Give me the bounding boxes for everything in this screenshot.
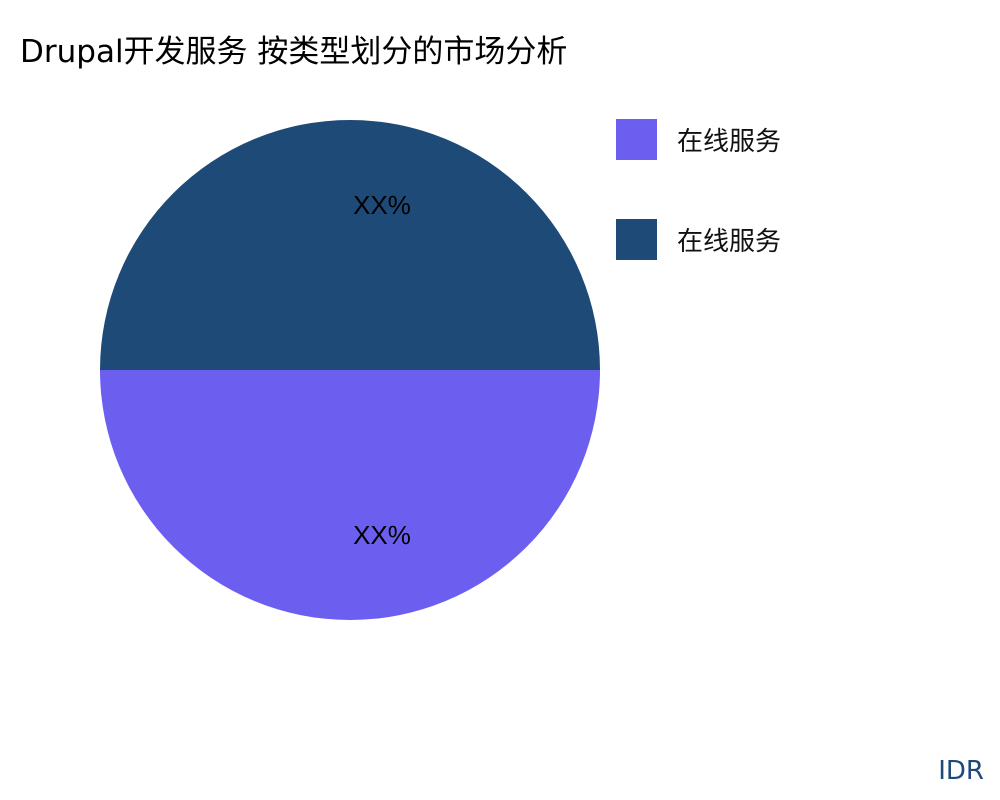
- pie-slice: [100, 120, 600, 370]
- legend-swatch: [616, 219, 657, 260]
- legend-label: 在线服务: [677, 127, 782, 157]
- legend-item: 在线服务: [616, 219, 781, 260]
- legend-item: 在线服务: [616, 119, 781, 160]
- watermark-logo: IDR: [938, 756, 984, 786]
- legend-label: 在线服务: [677, 227, 782, 257]
- legend-swatch: [616, 119, 657, 160]
- slice-label: XX%: [353, 190, 411, 220]
- pie-slice: [100, 370, 600, 620]
- chart-title: Drupal开发服务 按类型划分的市场分析: [20, 34, 568, 70]
- slice-label: XX%: [353, 520, 411, 550]
